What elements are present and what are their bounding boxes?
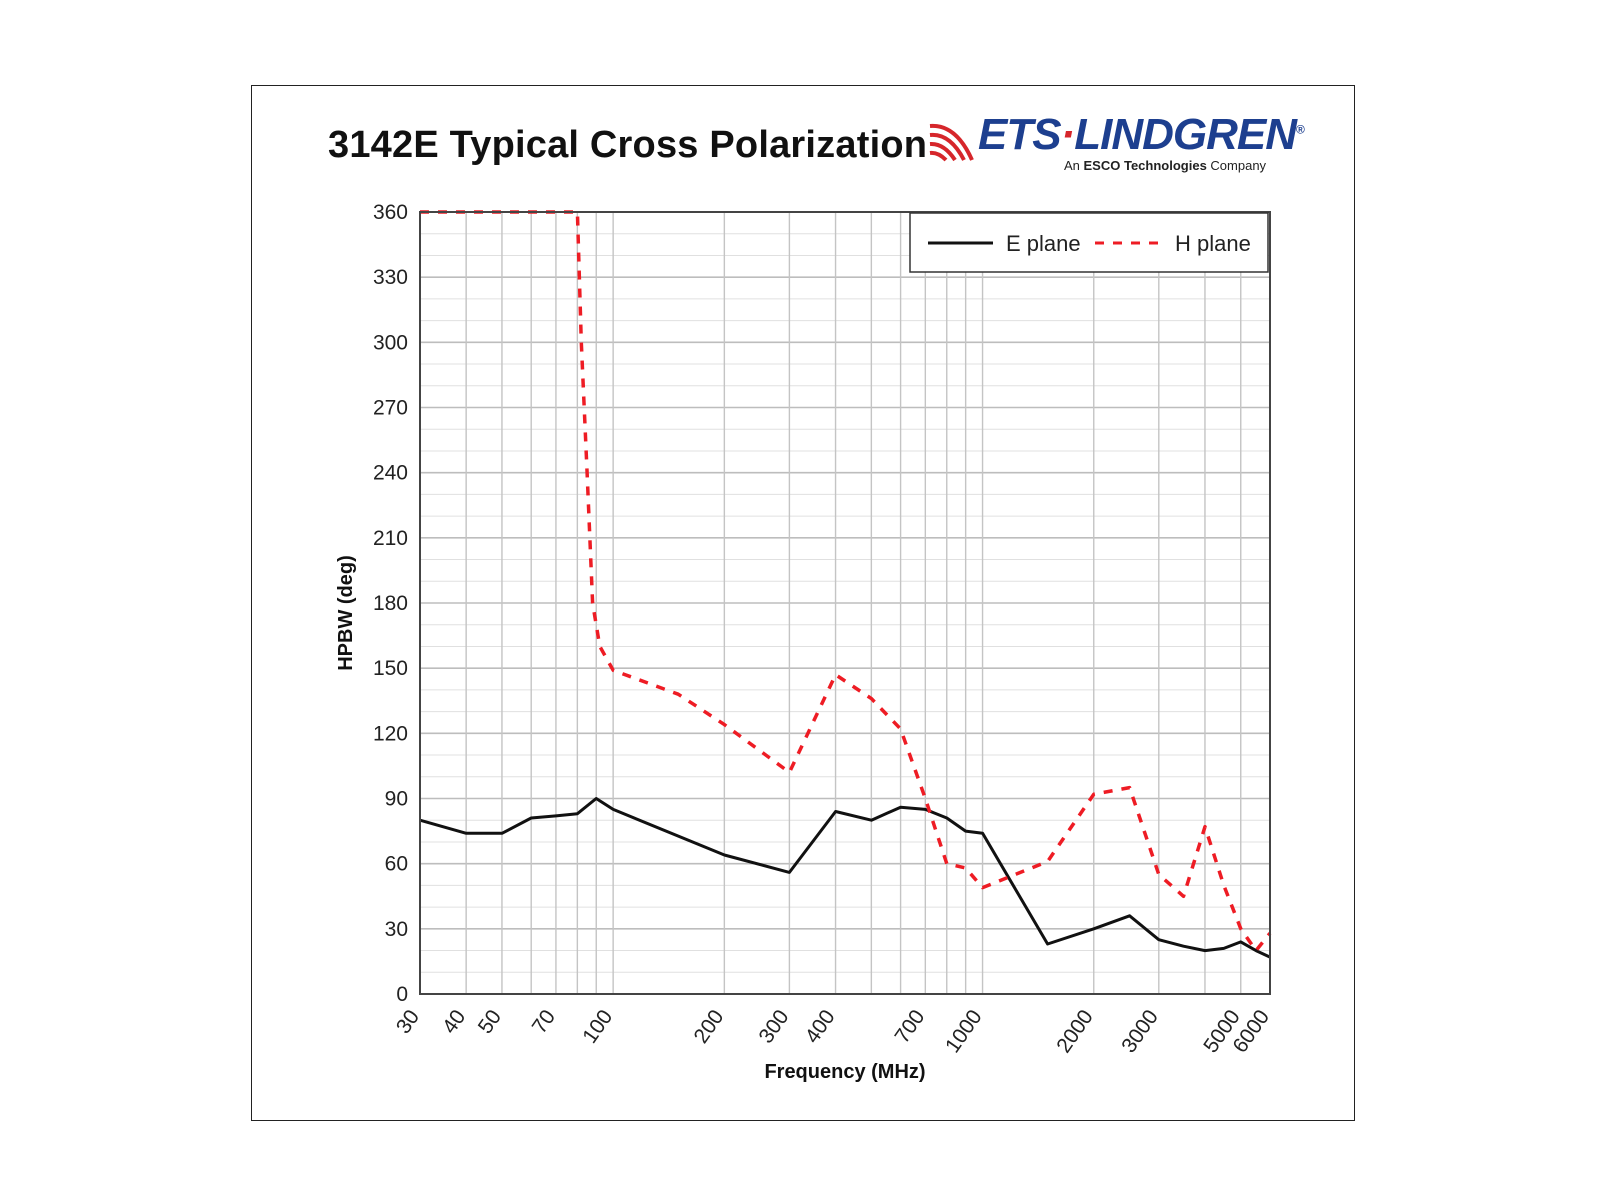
legend: E plane H plane xyxy=(909,212,1269,273)
y-axis-label: HPBW (deg) xyxy=(335,555,357,671)
x-tick-labels: 30 40 50 70 100 200 300 400 700 1000 2000 3000 50006… xyxy=(392,1006,1274,1057)
y-tick-label: 90 xyxy=(385,788,408,811)
y-tick-label: 240 xyxy=(373,462,408,485)
plot-border xyxy=(419,211,1271,995)
x-tick-label: 2000 xyxy=(1052,1006,1098,1057)
logo-subtitle: An ESCO Technologies Company xyxy=(1064,158,1267,173)
ets-wave-icon xyxy=(929,123,974,162)
x-tick-label: 400 xyxy=(801,1006,840,1048)
x-tick-label: 100 xyxy=(578,1006,617,1048)
x-axis-label: Frequency (MHz) xyxy=(764,1061,925,1083)
y-tick-label: 330 xyxy=(373,266,408,289)
y-tick-label: 60 xyxy=(385,853,408,876)
y-tick-label: 180 xyxy=(373,592,408,615)
logo-wordmark: ETS·LINDGREN® xyxy=(978,110,1305,159)
legend-e-plane-label: E plane xyxy=(1006,231,1081,256)
y-tick-label: 270 xyxy=(373,397,408,420)
grid-lines xyxy=(419,212,1271,994)
y-tick-label: 210 xyxy=(373,527,408,550)
x-tick-label: 300 xyxy=(755,1006,794,1048)
x-tick-label: 3000 xyxy=(1117,1006,1163,1057)
x-tick-label: 40 xyxy=(438,1006,470,1038)
e-plane-line xyxy=(419,797,1271,959)
legend-h-plane-label: H plane xyxy=(1175,231,1251,256)
y-tick-label: 360 xyxy=(373,201,408,224)
y-tick-label: 30 xyxy=(385,918,408,941)
y-tick-label: 0 xyxy=(396,983,408,1006)
x-tick-label: 70 xyxy=(528,1006,560,1038)
figure-frame xyxy=(251,85,1355,1121)
x-tick-label: 30 xyxy=(392,1006,424,1038)
x-tick-label: 50 xyxy=(474,1006,506,1038)
y-tick-label: 300 xyxy=(373,331,408,354)
x-tick-label: 700 xyxy=(890,1006,929,1048)
chart-title: 3142E Typical Cross Polarization xyxy=(328,124,928,166)
x-tick-label: 200 xyxy=(690,1006,729,1048)
y-tick-labels: 0 30 60 90 120 150 180 210 240 270 300 330 360 xyxy=(373,201,408,1006)
y-tick-label: 150 xyxy=(373,657,408,680)
company-logo: ETS·LINDGREN® An ESCO Technologies Compa… xyxy=(928,110,1305,176)
h-plane-line xyxy=(420,210,1272,953)
series-lines xyxy=(419,210,1272,959)
y-tick-label: 120 xyxy=(373,722,408,745)
x-tick-label: 1000 xyxy=(941,1006,987,1057)
